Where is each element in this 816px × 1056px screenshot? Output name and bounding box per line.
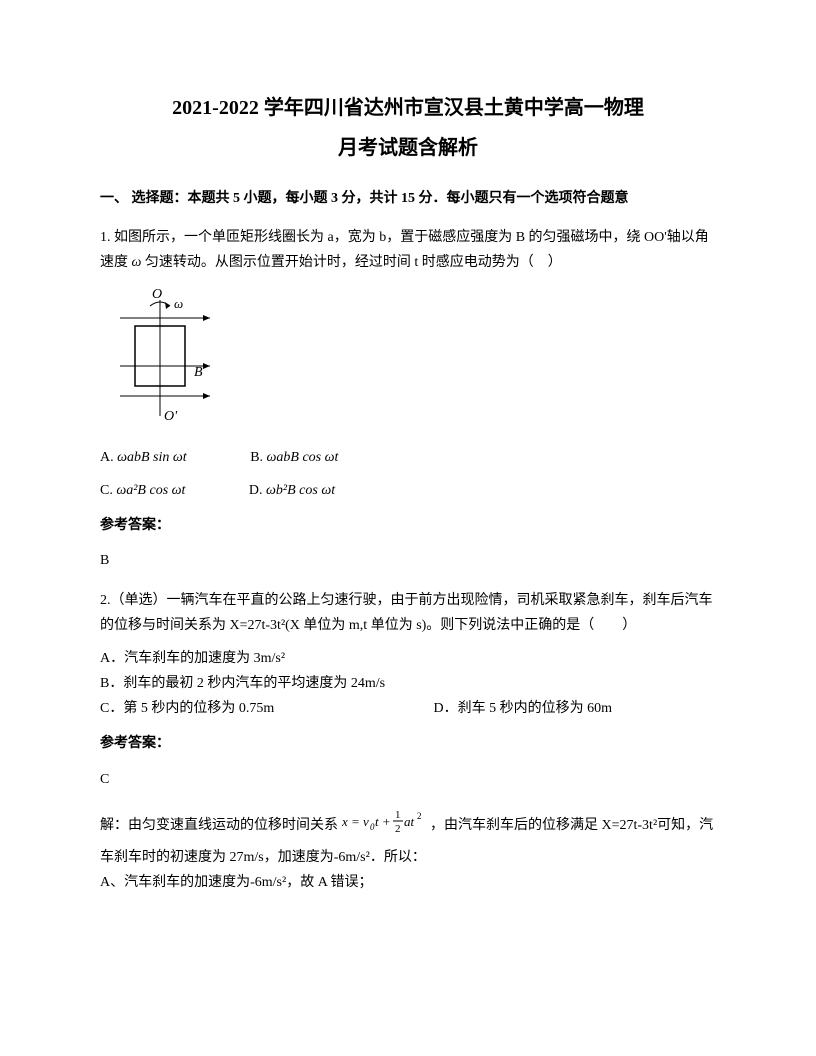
q1-answer: B: [100, 548, 716, 573]
q1-option-d: D. ωb²B cos ωt: [249, 478, 335, 503]
q1-option-b: B. ωabB cos ωt: [250, 445, 338, 470]
svg-text:O': O': [164, 409, 178, 424]
svg-text:2: 2: [395, 823, 401, 835]
q2-explanation: 解：由匀变速直线运动的位移时间关系 x = v 0 t + 1 2 at 2 ，…: [100, 806, 716, 870]
q2-options: A．汽车刹车的加速度为 3m/s² B．刹车的最初 2 秒内汽车的平均速度为 2…: [100, 646, 716, 722]
q1-opt-b-label: B.: [250, 450, 263, 465]
q1-option-a: A. ωabB sin ωt: [100, 445, 187, 470]
q1-omega: ω: [132, 255, 142, 270]
svg-text:ω: ω: [174, 296, 183, 311]
q1-options-row2: C. ωa²B cos ωt D. ωb²B cos ωt: [100, 478, 716, 503]
q1-option-c: C. ωa²B cos ωt: [100, 478, 185, 503]
q1-opt-d-formula: ωb²B cos ωt: [266, 483, 335, 498]
q2-option-b: B．刹车的最初 2 秒内汽车的平均速度为 24m/s: [100, 671, 385, 696]
section-header: 一、 选择题：本题共 5 小题，每小题 3 分，共计 15 分．每小题只有一个选…: [100, 186, 716, 211]
question-2: 2.（单选）一辆汽车在平直的公路上匀速行驶，由于前方出现险情，司机采取紧急刹车，…: [100, 588, 716, 638]
title-line2: 月考试题含解析: [100, 130, 716, 166]
q2-option-d: D．刹车 5 秒内的位移为 60m: [434, 696, 613, 721]
title-line1: 2021-2022 学年四川省达州市宣汉县土黄中学高一物理: [100, 90, 716, 126]
svg-text:x = v: x = v: [342, 814, 369, 829]
q2-option-a: A．汽车刹车的加速度为 3m/s²: [100, 646, 430, 671]
q1-text-2: 匀速转动。从图示位置开始计时，经过时间 t 时感应电动势为（ ）: [141, 255, 561, 270]
q1-opt-d-label: D.: [249, 483, 263, 498]
svg-text:1: 1: [395, 809, 401, 821]
q1-options-row1: A. ωabB sin ωt B. ωabB cos ωt: [100, 445, 716, 470]
q2-exp-part1: 解：由匀变速直线运动的位移时间关系: [100, 818, 342, 833]
svg-text:B: B: [194, 365, 203, 380]
q1-diagram: O ω B O': [110, 286, 716, 435]
q2-answer-label: 参考答案：: [100, 731, 716, 756]
svg-text:O: O: [152, 287, 162, 302]
q2-explanation-line2: A、汽车刹车的加速度为-6m/s²，故 A 错误；: [100, 870, 716, 895]
svg-text:t +: t +: [375, 814, 391, 829]
q1-opt-a-label: A.: [100, 450, 114, 465]
q1-opt-b-formula: ωabB cos ωt: [267, 450, 339, 465]
question-1: 1. 如图所示，一个单匝矩形线圈长为 a，宽为 b，置于磁感应强度为 B 的匀强…: [100, 225, 716, 275]
q1-opt-c-formula: ωa²B cos ωt: [116, 483, 185, 498]
q1-answer-label: 参考答案：: [100, 513, 716, 538]
svg-text:2: 2: [417, 811, 422, 821]
svg-text:at: at: [404, 814, 415, 829]
q1-opt-c-label: C.: [100, 483, 113, 498]
q2-option-c: C．第 5 秒内的位移为 0.75m: [100, 696, 430, 721]
q1-opt-a-formula: ωabB sin ωt: [117, 450, 187, 465]
kinematic-formula-icon: x = v 0 t + 1 2 at 2: [342, 806, 427, 845]
q2-answer: C: [100, 767, 716, 792]
